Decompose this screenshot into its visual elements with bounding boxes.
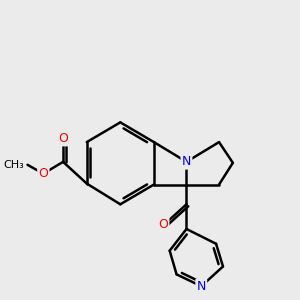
Text: O: O [158, 218, 168, 230]
Text: CH₃: CH₃ [4, 160, 25, 170]
Text: O: O [38, 167, 48, 180]
Text: O: O [58, 132, 68, 145]
Text: N: N [196, 280, 206, 293]
Text: N: N [182, 155, 191, 168]
